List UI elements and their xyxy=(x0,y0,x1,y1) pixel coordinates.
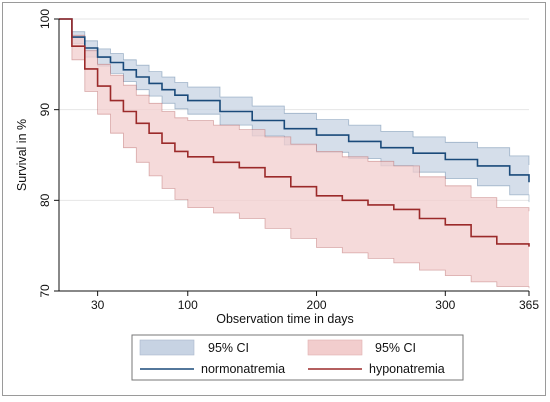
series-line-hyponatremia xyxy=(59,18,530,247)
legend-ci-label-hyponatremia: 95% CI xyxy=(375,341,416,355)
series-lines xyxy=(59,18,530,247)
x-tick-label-200: 200 xyxy=(307,298,327,312)
legend-series-label-normonatremia: normonatremia xyxy=(201,362,285,376)
ci-band-hyponatremia xyxy=(59,19,529,289)
y-tick-label-90: 90 xyxy=(38,103,52,117)
y-tick-label-80: 80 xyxy=(38,193,52,207)
x-tick-label-30: 30 xyxy=(91,298,105,312)
legend: 95% CI 95% CI normonatremia hyponatremia xyxy=(131,334,464,381)
y-axis-label: Survival in % xyxy=(15,119,29,191)
ci-band-normonatremia xyxy=(59,19,529,203)
y-tick-label-70: 70 xyxy=(38,284,52,298)
y-axis-ticks: 70 80 90 100 xyxy=(38,9,59,298)
ci-upper-normonatremia xyxy=(59,18,530,165)
x-axis-label: Observation time in days xyxy=(216,312,354,326)
ci-upper-hyponatremia xyxy=(59,18,530,212)
series-line-normonatremia xyxy=(59,18,530,183)
legend-ci-label-normonatremia: 95% CI xyxy=(208,341,249,355)
legend-ci-swatch-hyponatremia xyxy=(307,339,363,356)
x-axis-ticks: 30 100 200 300 365 xyxy=(91,291,539,312)
ci-lower-hyponatremia xyxy=(59,18,530,289)
x-tick-label-100: 100 xyxy=(178,298,198,312)
survival-chart: 70 80 90 100 30 100 200 300 365 Survival in % O… xyxy=(15,9,539,381)
figure-frame: 70 80 90 100 30 100 200 300 365 Survival in % O… xyxy=(2,2,546,396)
x-tick-label-300: 300 xyxy=(435,298,455,312)
legend-series-label-hyponatremia: hyponatremia xyxy=(369,362,445,376)
legend-ci-swatch-normonatremia xyxy=(139,339,195,356)
y-tick-label-100: 100 xyxy=(38,9,52,29)
x-tick-label-365: 365 xyxy=(519,298,539,312)
confidence-bands xyxy=(59,18,530,289)
